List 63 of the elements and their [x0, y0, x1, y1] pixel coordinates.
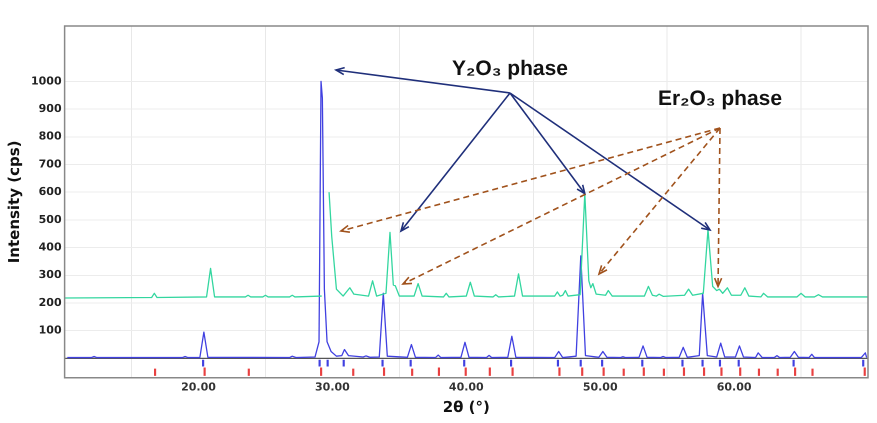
annotation: Er₂O₃ phase: [658, 87, 782, 110]
bar: [512, 368, 514, 376]
x-tick-label: 50.00: [582, 380, 618, 394]
bar: [488, 368, 491, 376]
annotation: Y₂O₃ phase: [452, 57, 568, 80]
y-tick-label: 300: [38, 268, 62, 282]
y-axis-title: Intensity (cps): [4, 140, 23, 264]
bar: [776, 368, 779, 376]
bar: [622, 368, 625, 376]
y-tick-label: 400: [38, 240, 62, 254]
bar: [758, 368, 760, 376]
bar: [463, 360, 466, 366]
bar: [862, 360, 864, 366]
bar: [794, 368, 796, 376]
x-tick-label: 30.00: [315, 380, 350, 394]
y-tick-label: 700: [38, 157, 62, 170]
bar: [248, 368, 250, 376]
bar: [510, 360, 512, 366]
bar: [558, 368, 561, 376]
bar: [464, 368, 467, 376]
bar: [641, 360, 644, 366]
bar: [326, 360, 329, 366]
bar: [581, 368, 584, 376]
bar: [382, 368, 386, 376]
y-tick-label: 600: [38, 185, 62, 198]
bar: [342, 360, 345, 366]
bar: [580, 360, 582, 366]
bar: [154, 368, 156, 376]
y-tick-label: 200: [38, 296, 62, 309]
bar: [738, 360, 740, 366]
bar: [792, 360, 795, 366]
x-tick-label: 60.00: [716, 380, 752, 394]
y-tick-label: 800: [38, 130, 62, 143]
bar: [739, 368, 742, 376]
bar: [438, 368, 440, 376]
bar: [864, 368, 866, 376]
bar: [556, 360, 560, 366]
bar: [320, 368, 322, 376]
bar: [202, 360, 204, 366]
bar: [352, 368, 354, 376]
y-tick-label: 900: [38, 102, 62, 115]
bar: [410, 360, 412, 366]
bar: [681, 360, 684, 366]
x-tick-label: 40.00: [448, 380, 484, 394]
bar: [601, 360, 604, 366]
bar: [318, 360, 321, 366]
bar: [701, 360, 704, 366]
bar: [381, 360, 384, 366]
bar: [662, 368, 665, 376]
bar: [411, 368, 414, 376]
bar: [204, 368, 206, 376]
y-tick-label: 500: [38, 212, 62, 226]
x-tick-label: 20.00: [181, 380, 216, 394]
bar: [718, 360, 722, 366]
y-tick-label: 1000: [30, 74, 62, 88]
y-tick-label: 100: [38, 324, 62, 337]
bar: [682, 368, 686, 376]
bar: [811, 368, 814, 376]
bar: [642, 368, 645, 376]
bar: [702, 368, 706, 376]
bar: [720, 368, 723, 376]
bar: [602, 368, 605, 376]
x-axis-title: 2θ (°): [442, 398, 490, 416]
